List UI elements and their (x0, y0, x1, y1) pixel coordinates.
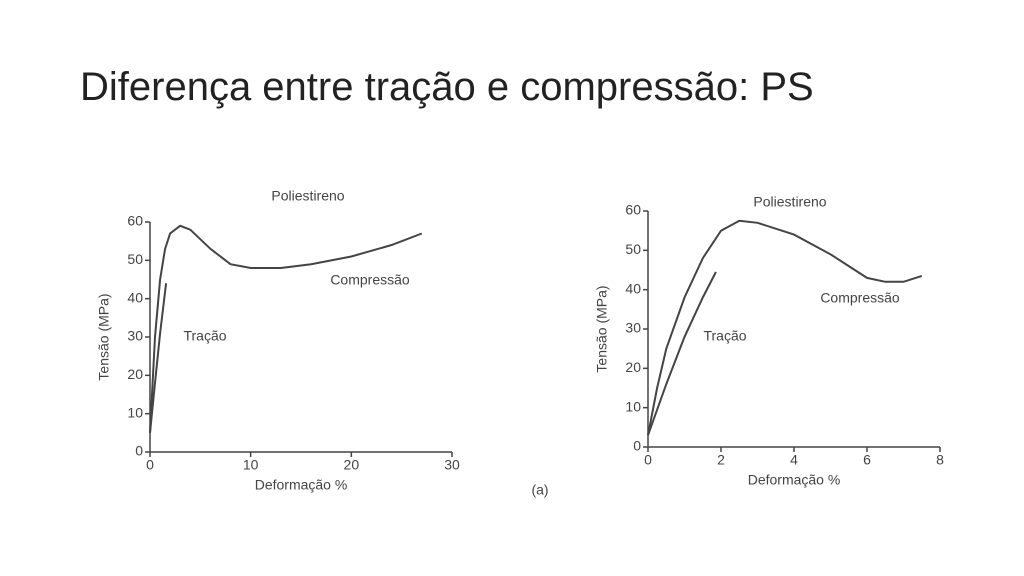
y-axis-label: Tensão (MPa) (96, 293, 112, 380)
series-label: Tração (183, 328, 226, 344)
series-line (149, 224, 423, 433)
slide-title: Diferença entre tração e compressão: PS (80, 65, 814, 109)
annotation: Poliestireno (753, 194, 826, 210)
y-axis-label: Tensão (MPa) (594, 285, 610, 372)
y-tick-label: 50 (127, 251, 143, 267)
annotation: Poliestireno (271, 188, 344, 204)
series-label: Compressão (820, 290, 900, 306)
y-tick-label: 30 (127, 328, 143, 344)
x-axis-label: Deformação % (255, 477, 348, 493)
x-tick-label: 0 (146, 457, 154, 473)
x-tick-label: 6 (863, 452, 871, 468)
y-tick-label: 20 (625, 359, 641, 375)
x-tick-label: 20 (344, 457, 360, 473)
x-axis-label: Deformação % (748, 472, 841, 488)
y-tick-label: 0 (135, 443, 143, 459)
y-tick-label: 40 (127, 289, 143, 305)
y-tick-label: 60 (127, 213, 143, 229)
y-tick-label: 50 (625, 241, 641, 257)
series-line (149, 283, 168, 433)
y-tick-label: 60 (625, 202, 641, 218)
y-tick-label: 30 (625, 320, 641, 336)
y-tick-label: 20 (127, 366, 143, 382)
series-label: Tração (703, 328, 746, 344)
x-tick-label: 0 (644, 452, 652, 468)
caption: (a) (531, 482, 548, 498)
y-tick-label: 10 (127, 404, 143, 420)
y-tick-label: 0 (633, 438, 641, 454)
series-label: Compressão (330, 272, 410, 288)
y-tick-label: 10 (625, 398, 641, 414)
x-tick-label: 10 (243, 457, 259, 473)
series-line (647, 271, 717, 436)
x-tick-label: 30 (444, 457, 460, 473)
x-tick-label: 4 (790, 452, 798, 468)
y-tick-label: 40 (625, 280, 641, 296)
x-tick-label: 2 (717, 452, 725, 468)
series-line (647, 219, 923, 436)
x-tick-label: 8 (936, 452, 944, 468)
